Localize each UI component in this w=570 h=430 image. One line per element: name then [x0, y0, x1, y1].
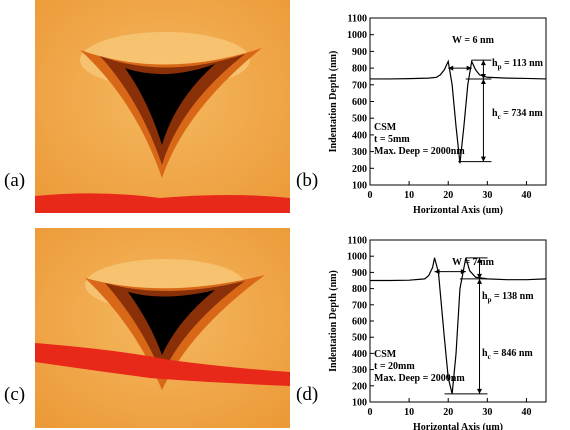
y-tick-label: 100 [352, 181, 367, 192]
x-tick-label: 20 [443, 190, 453, 201]
annotation: W = 7 nm [452, 257, 495, 268]
y-tick-label: 500 [352, 333, 367, 344]
y-tick-label: 600 [352, 97, 367, 108]
y-tick-label: 200 [352, 164, 367, 175]
y-tick-label: 800 [352, 284, 367, 295]
annotation-symbol: h [492, 108, 498, 119]
x-tick-label: 0 [368, 190, 373, 201]
y-tick-label: 1000 [347, 30, 367, 41]
annotation: Max. Deep = 2000nm [374, 146, 465, 157]
x-axis-title: Horizontal Axis (um) [413, 422, 503, 430]
y-tick-label: 900 [352, 47, 367, 58]
annotation: hc = 846 nm [482, 348, 533, 361]
annotation: t = 20mm [374, 361, 415, 372]
y-tick-label: 300 [352, 147, 367, 158]
annotation: hc = 734 nm [492, 108, 543, 121]
arrow-head [448, 65, 472, 71]
y-tick-label: 300 [352, 365, 367, 376]
x-tick-label: 30 [482, 190, 492, 201]
y-tick-label: 500 [352, 114, 367, 125]
x-tick-label: 0 [368, 407, 373, 418]
panel-label: (d) [296, 384, 318, 405]
annotation-value: = 113 nm [501, 58, 543, 69]
y-axis-title: Indentation Depth (nm) [328, 270, 339, 372]
y-tick-label: 700 [352, 80, 367, 91]
y-tick-label: 100 [352, 398, 367, 409]
panel-label: (a) [4, 170, 25, 191]
x-tick-label: 10 [404, 190, 414, 201]
annotation-symbol: h [482, 348, 488, 359]
annotation: hp = 138 nm [482, 291, 534, 304]
y-tick-label: 1100 [348, 236, 367, 247]
annotation: t = 5mm [374, 134, 410, 145]
arrow-head [480, 60, 486, 162]
y-tick-label: 800 [352, 64, 367, 75]
annotation-symbol: h [492, 58, 498, 69]
x-tick-label: 10 [404, 407, 414, 418]
annotation: W = 6 nm [452, 35, 495, 46]
y-tick-label: 900 [352, 268, 367, 279]
y-tick-label: 700 [352, 300, 367, 311]
annotation-subscript: p [498, 63, 502, 71]
x-tick-label: 40 [521, 407, 531, 418]
annotation-value: = 734 nm [501, 108, 544, 119]
afm-image-c [35, 228, 290, 428]
y-tick-label: 400 [352, 130, 367, 141]
annotation: CSM [374, 122, 397, 133]
panel-label: (c) [4, 384, 25, 405]
data-line [370, 59, 547, 164]
annotation: CSM [374, 349, 397, 360]
annotation-value: = 846 nm [491, 348, 534, 359]
y-axis-title: Indentation Depth (nm) [328, 51, 339, 153]
y-tick-label: 400 [352, 349, 367, 360]
annotation-subscript: p [488, 296, 492, 304]
x-axis-title: Horizontal Axis (um) [413, 205, 503, 216]
y-tick-label: 200 [352, 381, 367, 392]
y-tick-label: 600 [352, 317, 367, 328]
y-tick-label: 1000 [347, 252, 367, 263]
x-tick-label: 20 [443, 407, 453, 418]
annotation-value: = 138 nm [491, 291, 534, 302]
annotation-subscript: c [488, 353, 491, 361]
panel-label: (b) [296, 170, 318, 191]
annotation: hp = 113 nm [492, 58, 544, 71]
y-tick-label: 1100 [348, 14, 367, 25]
annotation-subscript: c [498, 113, 501, 121]
x-tick-label: 30 [482, 407, 492, 418]
annotation: Max. Deep = 2000nm [374, 373, 465, 384]
afm-image-a [35, 0, 290, 213]
annotation-symbol: h [482, 291, 488, 302]
x-tick-label: 40 [521, 190, 531, 201]
